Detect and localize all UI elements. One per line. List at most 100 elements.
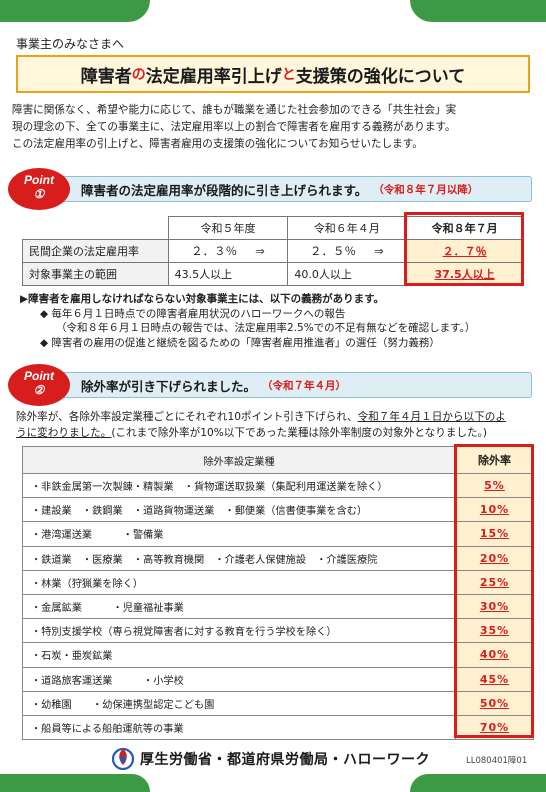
bottom-green-shape-left	[0, 774, 150, 792]
table-cell: ２．３％ ⇒	[167, 239, 289, 263]
title-part-4: と	[281, 67, 296, 83]
exclusion-rate-cell: 20%	[455, 545, 534, 571]
intro-text-underlined: うに変わりました。	[16, 427, 112, 439]
industry-cell: ・道路旅客運送業 ・小学校	[22, 666, 456, 692]
industry-cell: ・港湾運送業 ・警備業	[22, 521, 456, 547]
exclusion-rate-cell: 30%	[455, 593, 534, 620]
point2-badge-number: ②	[33, 383, 45, 397]
intro-paragraph: 障害に関係なく、希望や能力に応じて、誰もが職業を通じた社会参加のできる「共生社会…	[12, 102, 534, 153]
footer: 厚生労働省・都道府県労働局・ハローワーク LL080401障01	[0, 744, 546, 774]
table-row: ・金属鉱業 ・児童福祉事業 30%	[22, 593, 534, 620]
table-row: ・船員等による船舶運航等の事業 70%	[22, 714, 534, 741]
column-header: 令和６年４月	[287, 216, 407, 240]
title-part-5: 支援策の強化について	[295, 66, 466, 87]
point1-note: （令和８年７月以降）	[373, 183, 479, 196]
exclusion-rate-cell: 15%	[455, 521, 534, 547]
industry-cell: ・幼稚園 ・幼保連携型認定こども園	[22, 690, 456, 716]
table-row: ・特別支援学校（専ら視覚障害者に対する教育を行う学校を除く） 35%	[22, 618, 534, 644]
employment-rate-table: 令和５年度 令和６年４月 令和８年７月 民間企業の法定雇用率 ２．３％ ⇒ ２．５…	[22, 216, 524, 286]
highlight-cell: 37.5人以上	[405, 262, 524, 286]
table-row: 民間企業の法定雇用率 ２．３％ ⇒ ２．５％ ⇒ ２．７％	[22, 239, 524, 263]
intro-text: (これまで除外率が10%以下であった業種は除外率制度の対象外となりました。)	[111, 427, 488, 439]
title-part-3: 法定雇用率引上げ	[145, 66, 282, 87]
obligations-heading: ▶障害者を雇用しなければならない対象事業主には、以下の義務があります。	[20, 293, 385, 305]
point1-band: 障害者の法定雇用率が段階的に引き上げられます。 （令和８年７月以降）	[60, 176, 532, 202]
intro-line: うに変わりました。(これまで除外率が10%以下であった業種は除外率制度の対象外と…	[16, 425, 532, 441]
cell-value: ２．５％	[309, 244, 356, 258]
document-code: LL080401障01	[466, 756, 528, 766]
table-row: ・鉄道業 ・医療業 ・高等教育機関 ・介護老人保健施設 ・介護医療院 20%	[22, 545, 534, 571]
industry-cell: ・金属鉱業 ・児童福祉事業	[22, 593, 456, 620]
column-header: 令和５年度	[167, 216, 289, 240]
exclusion-rate-cell: 25%	[455, 569, 534, 595]
exclusion-rate-cell: 5%	[455, 472, 534, 499]
point2-heading: 除外率が引き下げられました。 （令和７年４月） Point ②	[8, 364, 532, 406]
obligation-note: （令和８年６月１日時点の報告では、法定雇用率2.5%での不足有無などを確認します…	[56, 322, 476, 334]
point1-badge: Point ①	[8, 168, 70, 210]
top-decoration-bar	[0, 0, 546, 22]
intro-line: 現の理念の下、全ての事業主に、法定雇用率以上の割合で障害者を雇用する義務がありま…	[12, 121, 456, 133]
exclusion-rate-cell: 10%	[455, 497, 534, 523]
bottom-decoration-bar	[0, 774, 546, 792]
footer-org: 厚生労働省・都道府県労働局・ハローワーク	[140, 752, 430, 768]
industry-cell: ・非鉄金属第一次製錬・精製業 ・貨物運送取扱業（集配利用運送業を除く）	[22, 472, 456, 499]
table-row: ・港湾運送業 ・警備業 15%	[22, 521, 534, 547]
table-row: ・林業（狩猟業を除く） 25%	[22, 569, 534, 595]
mhlw-logo-icon	[112, 747, 134, 770]
greeting: 事業主のみなさまへ	[16, 37, 125, 51]
title-part-1: 障害者	[80, 66, 132, 87]
column-header-industry: 除外率設定業種	[22, 446, 456, 474]
point1-badge-number: ①	[33, 187, 45, 201]
table-header-row: 除外率設定業種 除外率	[22, 446, 534, 474]
table-cell: ２．５％ ⇒	[287, 239, 407, 263]
point1-heading: 障害者の法定雇用率が段階的に引き上げられます。 （令和８年７月以降） Point…	[8, 168, 532, 210]
top-green-shape-left	[0, 0, 150, 22]
exclusion-rate-cell: 50%	[455, 690, 534, 716]
point2-title: 除外率が引き下げられました。	[81, 378, 257, 394]
point2-badge: Point ②	[8, 364, 70, 406]
point1-badge-word: Point	[24, 173, 54, 187]
title-part-2: の	[131, 67, 146, 83]
table-cell: 43.5人以上	[167, 262, 289, 286]
obligations-section: ▶障害者を雇用しなければならない対象事業主には、以下の義務があります。 ◆ 毎年…	[20, 292, 530, 350]
point2-note: （令和７年４月）	[262, 379, 347, 392]
obligation-item: ◆ 毎年６月１日時点での障害者雇用状況のハローワークへの報告	[40, 307, 346, 320]
point1-title: 障害者の法定雇用率が段階的に引き上げられます。	[81, 182, 368, 198]
table-row: 対象事業主の範囲 43.5人以上 40.0人以上 37.5人以上	[22, 262, 524, 286]
table-row: ・幼稚園 ・幼保連携型認定こども園 50%	[22, 690, 534, 716]
industry-cell: ・石炭・亜炭鉱業	[22, 642, 456, 668]
intro-line: 障害に関係なく、希望や能力に応じて、誰もが職業を通じた社会参加のできる「共生社会…	[12, 104, 457, 116]
table-row: ・石炭・亜炭鉱業 40%	[22, 642, 534, 668]
obligation-item: ◆ 障害者の雇用の促進と継続を図るための「障害者雇用推進者」の選任（努力義務）	[40, 336, 440, 349]
table-corner	[22, 216, 169, 240]
table-row: ・建設業 ・鉄鋼業 ・道路貨物運送業 ・郵便業（信書便事業を含む） 10%	[22, 497, 534, 523]
table-row: ・道路旅客運送業 ・小学校 45%	[22, 666, 534, 692]
exclusion-rate-cell: 35%	[455, 618, 534, 644]
intro-text: 除外率が、各除外率設定業種ごとにそれぞれ10ポイント引き下げられ、	[16, 411, 358, 423]
intro-line: 除外率が、各除外率設定業種ごとにそれぞれ10ポイント引き下げられ、令和７年４月１…	[16, 409, 532, 425]
column-header-highlight: 令和８年７月	[405, 216, 524, 240]
cell-value: ２．３％	[191, 244, 238, 258]
table-cell: 40.0人以上	[287, 262, 407, 286]
bottom-green-shape-right	[410, 774, 546, 792]
industry-cell: ・船員等による船舶運航等の事業	[22, 714, 456, 741]
point2-badge-word: Point	[24, 369, 54, 383]
table-row: ・非鉄金属第一次製錬・精製業 ・貨物運送取扱業（集配利用運送業を除く） 5%	[22, 472, 534, 499]
column-header-rate: 除外率	[455, 446, 534, 474]
industry-cell: ・特別支援学校（専ら視覚障害者に対する教育を行う学校を除く）	[22, 618, 456, 644]
exclusion-rate-cell: 40%	[455, 642, 534, 668]
table-header-row: 令和５年度 令和６年４月 令和８年７月	[22, 216, 524, 240]
page-title: 障害者 の 法定雇用率引上げ と 支援策の強化について	[16, 55, 530, 93]
top-green-shape-right	[410, 0, 546, 22]
industry-cell: ・鉄道業 ・医療業 ・高等教育機関 ・介護老人保健施設 ・介護医療院	[22, 545, 456, 571]
row-label: 民間企業の法定雇用率	[22, 239, 169, 263]
intro-text-underlined: 令和７年４月１日から以下のよ	[357, 411, 506, 423]
intro-line: この法定雇用率の引上げと、障害者雇用の支援策の強化についてお知らせいたします。	[12, 138, 423, 150]
point2-intro: 除外率が、各除外率設定業種ごとにそれぞれ10ポイント引き下げられ、令和７年４月１…	[16, 409, 532, 441]
exclusion-rate-table: 除外率設定業種 除外率 ・非鉄金属第一次製錬・精製業 ・貨物運送取扱業（集配利用…	[22, 446, 534, 741]
point2-band: 除外率が引き下げられました。 （令和７年４月）	[60, 372, 532, 398]
highlight-cell: ２．７％	[405, 239, 524, 263]
exclusion-rate-cell: 45%	[455, 666, 534, 692]
arrow-icon: ⇒	[255, 244, 265, 258]
row-label: 対象事業主の範囲	[22, 262, 169, 286]
